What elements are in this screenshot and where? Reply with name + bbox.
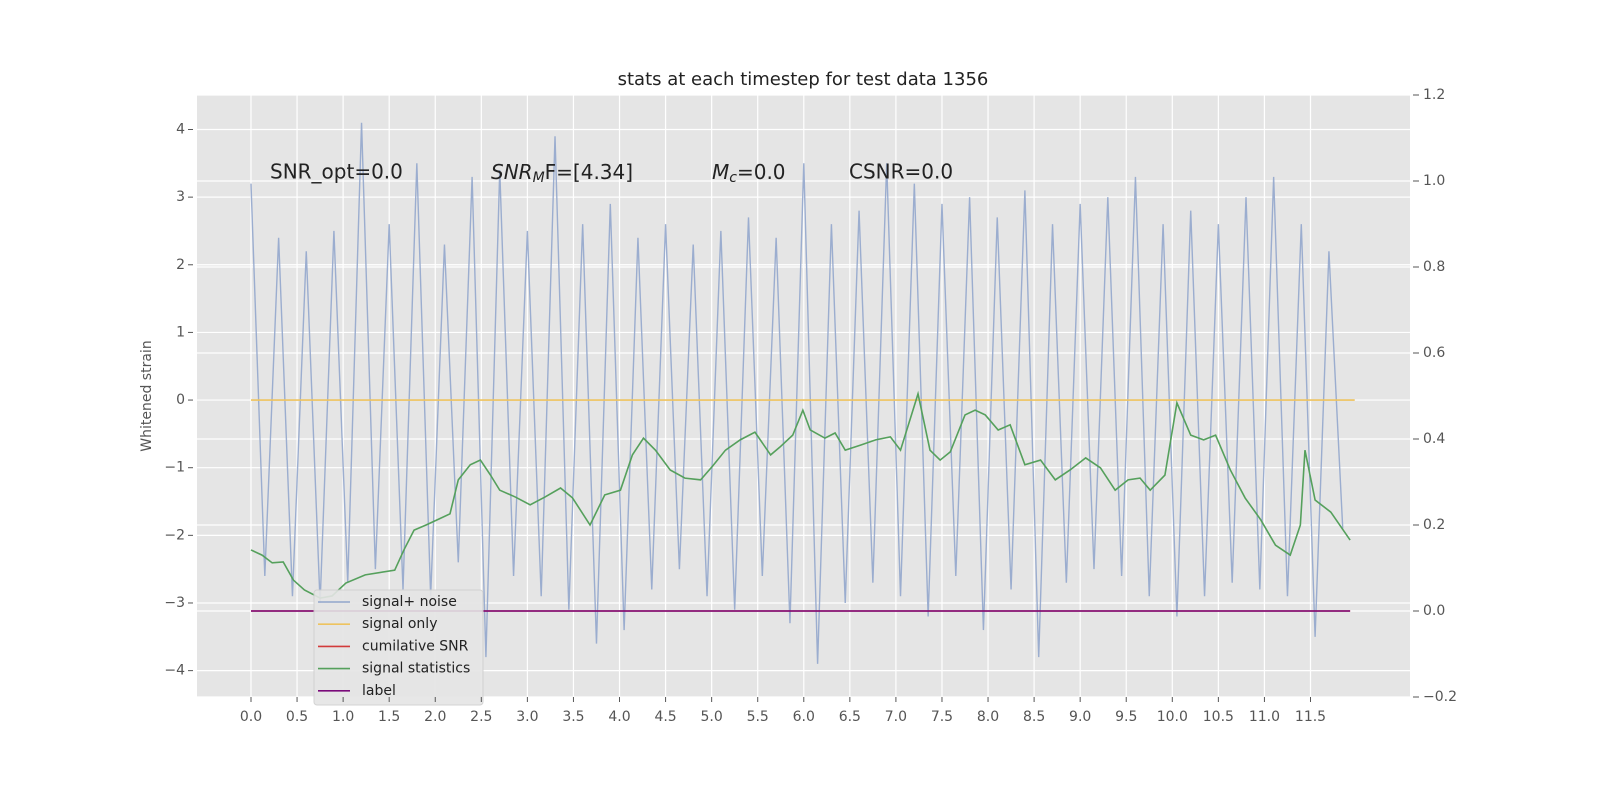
x-tick-label: 10.0	[1157, 709, 1188, 725]
x-tick-label: 2.5	[470, 709, 492, 725]
x-tick-label: 7.0	[885, 709, 907, 725]
y2-tick-label: 0.4	[1423, 431, 1445, 447]
x-tick-label: 3.5	[562, 709, 584, 725]
x-tick-label: 11.5	[1295, 709, 1326, 725]
annotation-rest: F=[4.34]	[545, 160, 633, 184]
y2-tick-label: 1.0	[1423, 173, 1445, 189]
annotations: SNR_opt=0.0 SNRMF=[4.34] Mc=0.0 CSNR=0.0	[270, 160, 953, 187]
x-tick-label: 0.5	[286, 709, 308, 725]
x-tick-label: 4.5	[654, 709, 676, 725]
annotation: SNR_opt=0.0	[270, 160, 403, 184]
y-axis-label: Whitened strain	[139, 340, 155, 451]
y-tick-label: −1	[164, 460, 185, 476]
legend-label: label	[362, 683, 396, 699]
series-line	[250, 122, 1344, 664]
y2-tick-label: 0.8	[1423, 259, 1445, 275]
x-tick-label: 5.5	[747, 709, 769, 725]
x-tick-label: 3.0	[516, 709, 538, 725]
annotation-rest: =0.0	[737, 160, 786, 184]
annotation: SNRMF=[4.34]	[491, 160, 633, 187]
y-tick-label: 1	[176, 324, 185, 340]
y2-tick-label: 1.2	[1423, 87, 1445, 103]
y-tick-label: 0	[176, 392, 185, 408]
y2-tick-label: −0.2	[1423, 689, 1457, 705]
y-tick-label: 3	[176, 189, 185, 205]
annotation-sub: c	[729, 170, 737, 186]
x-tick-label: 0.0	[240, 709, 262, 725]
y-tick-label: 2	[176, 257, 185, 273]
x-tick-label: 5.0	[701, 709, 723, 725]
y2-tick-label: 0.6	[1423, 345, 1445, 361]
legend-box	[313, 589, 484, 706]
legend-label: signal+ noise	[362, 594, 457, 610]
legend-label: cumilative SNR	[362, 638, 469, 654]
x-tick-label: 8.0	[977, 709, 999, 725]
x-tick-label: 6.0	[793, 709, 815, 725]
x-tick-label: 6.5	[839, 709, 861, 725]
x-tick-label: 7.5	[931, 709, 953, 725]
legend-label: signal statistics	[362, 661, 470, 677]
y2-tick-label: 0.0	[1423, 603, 1445, 619]
legend-label: signal only	[362, 616, 437, 632]
x-tick-label: 11.0	[1249, 709, 1280, 725]
annotation-base: SNR	[491, 160, 533, 184]
annotation: Mc=0.0	[712, 160, 786, 187]
series-line	[250, 390, 1351, 599]
x-tick-label: 1.0	[332, 709, 354, 725]
x-tick-label: 10.5	[1203, 709, 1234, 725]
x-tick-label: 4.0	[608, 709, 630, 725]
annotation-base: M	[712, 160, 729, 184]
y-tick-label: 4	[176, 121, 185, 137]
x-tick-label: 8.5	[1023, 709, 1045, 725]
y-tick-label: −3	[164, 595, 185, 611]
y2-tick-label: 0.2	[1423, 517, 1445, 533]
x-tick-label: 2.0	[424, 709, 446, 725]
chart-title: stats at each timestep for test data 135…	[618, 69, 989, 90]
y-tick-label: −2	[164, 527, 185, 543]
x-tick-label: 1.5	[378, 709, 400, 725]
x-tick-label: 9.5	[1115, 709, 1137, 725]
annotation: CSNR=0.0	[849, 160, 953, 184]
x-tick-label: 9.0	[1069, 709, 1091, 725]
annotation-sub: M	[533, 170, 545, 186]
y-tick-label: −4	[164, 663, 185, 679]
legend: signal+ noise signal only cumilative SNR si…	[313, 589, 484, 706]
